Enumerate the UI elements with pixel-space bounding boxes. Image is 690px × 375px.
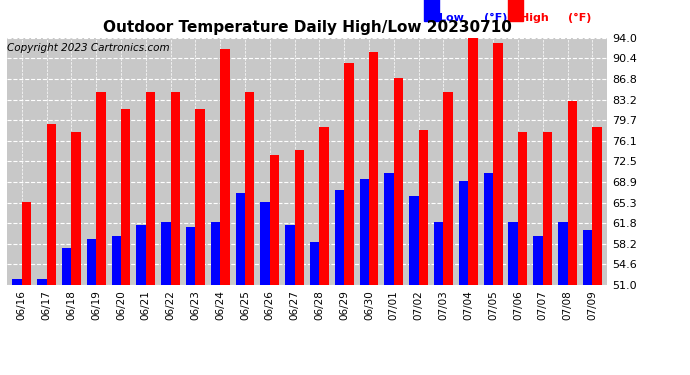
- Bar: [37, 279, 47, 285]
- Bar: [270, 156, 279, 285]
- Bar: [12, 279, 22, 285]
- Bar: [170, 92, 180, 285]
- Bar: [161, 222, 170, 285]
- Bar: [87, 239, 96, 285]
- Bar: [295, 150, 304, 285]
- Text: Copyright 2023 Cartronics.com: Copyright 2023 Cartronics.com: [7, 43, 170, 52]
- Bar: [359, 178, 369, 285]
- Text: Low: Low: [439, 13, 464, 23]
- Bar: [543, 132, 552, 285]
- Bar: [319, 127, 329, 285]
- Bar: [484, 173, 493, 285]
- Bar: [112, 236, 121, 285]
- Bar: [558, 222, 567, 285]
- Bar: [146, 92, 155, 285]
- Bar: [583, 230, 592, 285]
- Bar: [533, 236, 543, 285]
- Bar: [509, 222, 518, 285]
- Bar: [424, 0, 439, 21]
- Bar: [518, 132, 527, 285]
- Text: (°F): (°F): [484, 13, 508, 23]
- Bar: [220, 49, 230, 285]
- Bar: [508, 0, 523, 21]
- Bar: [211, 222, 220, 285]
- Bar: [459, 182, 469, 285]
- Bar: [592, 127, 602, 285]
- Bar: [137, 225, 146, 285]
- Text: High: High: [520, 13, 549, 23]
- Bar: [245, 92, 255, 285]
- Bar: [409, 196, 419, 285]
- Title: Outdoor Temperature Daily High/Low 20230710: Outdoor Temperature Daily High/Low 20230…: [103, 20, 511, 35]
- Bar: [22, 201, 31, 285]
- Bar: [186, 228, 195, 285]
- Bar: [444, 92, 453, 285]
- Bar: [121, 110, 130, 285]
- Bar: [394, 78, 403, 285]
- Bar: [419, 130, 428, 285]
- Bar: [62, 248, 71, 285]
- Bar: [384, 173, 394, 285]
- Bar: [96, 92, 106, 285]
- Bar: [260, 201, 270, 285]
- Bar: [195, 110, 205, 285]
- Bar: [493, 43, 502, 285]
- Text: (°F): (°F): [568, 13, 591, 23]
- Bar: [469, 38, 477, 285]
- Bar: [310, 242, 319, 285]
- Bar: [344, 63, 354, 285]
- Bar: [335, 190, 344, 285]
- Bar: [235, 193, 245, 285]
- Bar: [369, 52, 379, 285]
- Bar: [567, 101, 577, 285]
- Bar: [434, 222, 444, 285]
- Bar: [285, 225, 295, 285]
- Bar: [47, 124, 56, 285]
- Bar: [71, 132, 81, 285]
